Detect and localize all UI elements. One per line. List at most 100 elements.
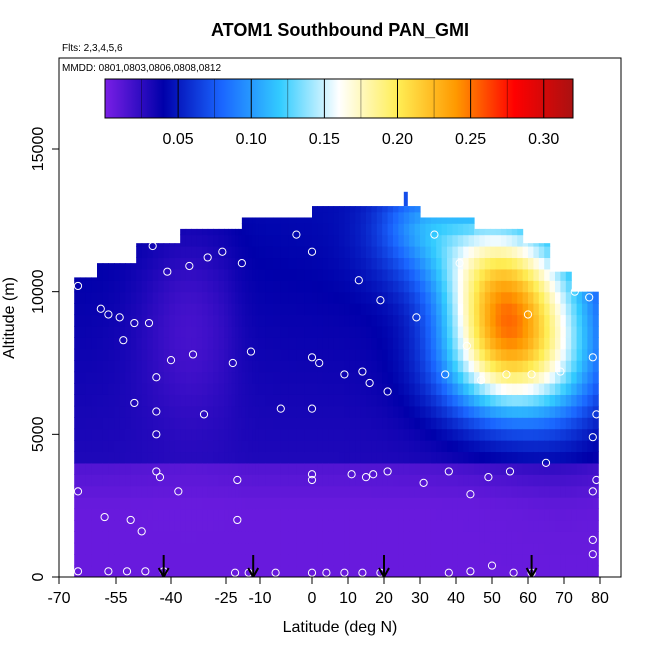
heatmap-cell bbox=[474, 303, 480, 316]
heatmap-cell bbox=[280, 382, 290, 395]
heatmap-cell bbox=[136, 246, 143, 259]
heatmap-cell bbox=[409, 325, 416, 338]
heatmap-cell bbox=[517, 314, 524, 327]
heatmap-cell bbox=[409, 519, 416, 532]
heatmap-cell bbox=[344, 485, 351, 498]
heatmap-cell bbox=[463, 337, 470, 350]
heatmap-cell bbox=[571, 451, 578, 464]
heatmap-cell bbox=[479, 371, 486, 384]
heatmap-cell bbox=[228, 531, 233, 544]
heatmap-cell bbox=[114, 497, 121, 510]
heatmap-cell bbox=[248, 440, 253, 453]
heatmap-cell bbox=[312, 257, 318, 270]
heatmap-cell bbox=[582, 337, 588, 350]
heatmap-cell bbox=[403, 371, 410, 384]
heatmap-cell bbox=[191, 474, 198, 487]
sample-point bbox=[455, 259, 464, 268]
heatmap-cell bbox=[213, 325, 220, 338]
heatmap-cell bbox=[571, 382, 578, 395]
heatmap-cell bbox=[436, 234, 443, 247]
heatmap-cell bbox=[228, 257, 233, 270]
heatmap-cell bbox=[91, 405, 98, 418]
heatmap-cell bbox=[108, 428, 115, 441]
heatmap-cell bbox=[371, 428, 378, 441]
heatmap-cell bbox=[376, 428, 383, 441]
heatmap-cell bbox=[228, 405, 233, 418]
heatmap-cell bbox=[571, 542, 578, 555]
heatmap-cell bbox=[169, 394, 176, 407]
heatmap-cell bbox=[312, 474, 318, 487]
heatmap-cell bbox=[265, 246, 274, 259]
heatmap-cell bbox=[174, 268, 181, 281]
heatmap-cell bbox=[304, 485, 313, 498]
heatmap-cell bbox=[582, 348, 588, 361]
heatmap-cell bbox=[141, 474, 148, 487]
heatmap-cell bbox=[265, 474, 274, 487]
heatmap-cell bbox=[452, 268, 459, 281]
sample-point bbox=[148, 241, 157, 251]
heatmap-cell bbox=[238, 337, 243, 350]
heatmap-cell bbox=[238, 531, 243, 544]
heatmap-cell bbox=[255, 325, 260, 338]
heatmap-cell bbox=[371, 565, 378, 577]
heatmap-cell bbox=[587, 291, 594, 304]
heatmap-cell bbox=[382, 451, 389, 464]
heatmap-cell bbox=[549, 371, 556, 384]
heatmap-cell bbox=[517, 508, 524, 521]
heatmap-cell bbox=[252, 314, 257, 327]
heatmap-cell bbox=[544, 268, 551, 281]
heatmap-cell bbox=[592, 462, 599, 475]
heatmap-cell bbox=[130, 474, 137, 487]
sample-point bbox=[444, 467, 453, 476]
heatmap-cell bbox=[355, 474, 362, 487]
heatmap-cell bbox=[490, 371, 497, 384]
heatmap-cell bbox=[125, 542, 132, 555]
heatmap-cell bbox=[479, 519, 486, 532]
heatmap-cell bbox=[420, 360, 426, 373]
heatmap-cell bbox=[152, 303, 159, 316]
heatmap-cell bbox=[484, 394, 491, 407]
heatmap-cell bbox=[344, 497, 351, 510]
heatmap-cell bbox=[322, 371, 329, 384]
heatmap-cell bbox=[339, 280, 345, 293]
heatmap-cell bbox=[185, 291, 192, 304]
heatmap-cell bbox=[447, 268, 453, 281]
heatmap-cell bbox=[312, 382, 318, 395]
heatmap-cell bbox=[430, 280, 437, 293]
heatmap-cell bbox=[387, 314, 394, 327]
heatmap-cell bbox=[544, 394, 551, 407]
heatmap-cell bbox=[174, 382, 181, 395]
heatmap-cell bbox=[328, 554, 335, 567]
heatmap-cell bbox=[258, 485, 266, 498]
heatmap-cell bbox=[479, 325, 486, 338]
heatmap-cell bbox=[544, 291, 551, 304]
heatmap-cell bbox=[414, 508, 421, 521]
heatmap-cell bbox=[248, 257, 253, 270]
heatmap-cell bbox=[258, 405, 266, 418]
heatmap-cell bbox=[265, 223, 274, 236]
heatmap-cell bbox=[224, 291, 229, 304]
heatmap-cell bbox=[273, 303, 282, 316]
heatmap-cell bbox=[447, 542, 453, 555]
heatmap-cell bbox=[571, 417, 578, 430]
heatmap-cell bbox=[85, 277, 92, 281]
heatmap-cell bbox=[387, 485, 394, 498]
heatmap-cell bbox=[339, 440, 345, 453]
heatmap-cell bbox=[430, 325, 437, 338]
heatmap-cell bbox=[228, 291, 233, 304]
heatmap-cell bbox=[565, 360, 572, 373]
heatmap-cell bbox=[304, 417, 313, 430]
heatmap-cell bbox=[228, 542, 233, 555]
heatmap-cell bbox=[255, 217, 260, 224]
heatmap-cell bbox=[317, 440, 324, 453]
heatmap-cell bbox=[248, 280, 253, 293]
heatmap-cell bbox=[511, 382, 518, 395]
heatmap-cell bbox=[506, 417, 513, 430]
heatmap-cell bbox=[420, 291, 426, 304]
heatmap-cell bbox=[382, 206, 389, 213]
heatmap-cell bbox=[322, 337, 329, 350]
heatmap-cell bbox=[582, 440, 588, 453]
heatmap-cell bbox=[414, 291, 421, 304]
heatmap-cell bbox=[360, 451, 367, 464]
sample-point bbox=[104, 567, 113, 576]
